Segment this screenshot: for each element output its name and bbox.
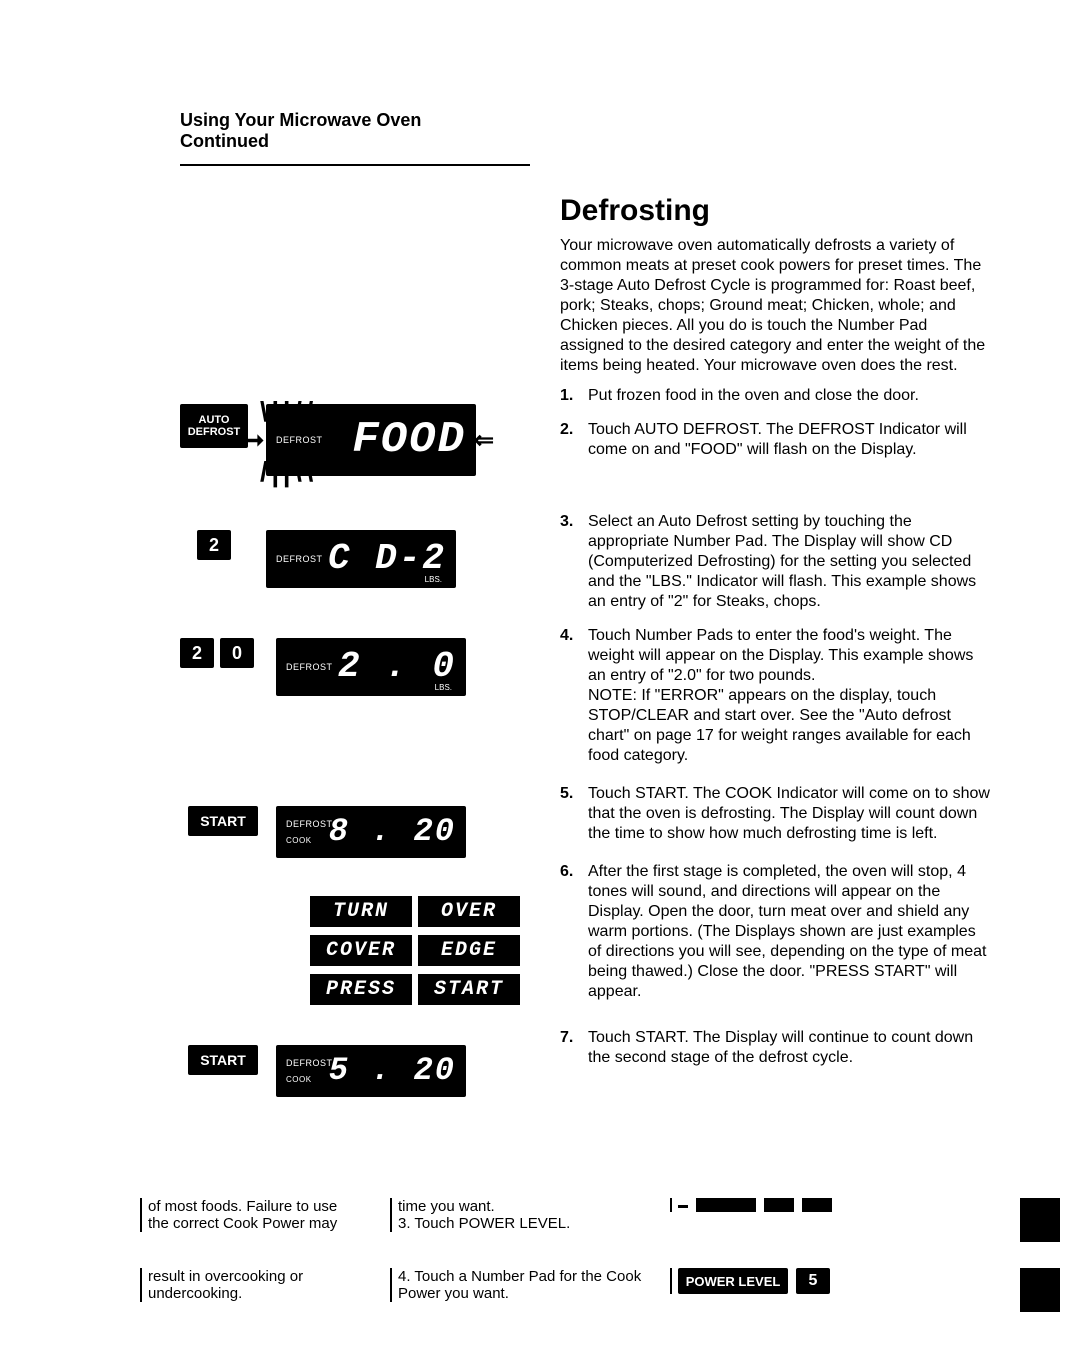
row-start-820: START DEFROST COOK 8 . 20 [180, 806, 530, 858]
directive-cover: COVER [310, 935, 412, 966]
power-level-button[interactable]: POWER LEVEL [678, 1268, 788, 1294]
frag-col-c1: ▬ [670, 1198, 1000, 1212]
row-start-520: START DEFROST COOK 5 . 20 [180, 1045, 530, 1097]
bottom-fragment: of most foods. Failure to use the correc… [140, 1192, 1060, 1312]
step-5: 5.Touch START. The COOK Indicator will c… [560, 784, 990, 844]
header-rule [180, 164, 530, 166]
auto-defrost-button[interactable]: AUTO DEFROST [180, 404, 248, 448]
display-label-cook-2: COOK [286, 1076, 324, 1084]
header-line-2: Continued [180, 131, 990, 152]
step-2-text: Touch AUTO DEFROST. The DEFROST Indicato… [588, 420, 990, 460]
step-4-text: Touch Number Pads to enter the food's we… [588, 626, 990, 766]
step-6-num: 6. [560, 862, 580, 1002]
illustration-column: AUTO DEFROST \ | | / / ➞ ⇐ / | | \ \ DEF… [180, 194, 530, 1117]
garble-bar-1 [696, 1198, 756, 1212]
step-3: 3.Select an Auto Defrost setting by touc… [560, 512, 990, 612]
page-header: Using Your Microwave Oven Continued [180, 110, 990, 166]
display-food: DEFROST FOOD [266, 404, 476, 476]
row-cd2: 2 DEFROST C D-2 LBS. [180, 530, 530, 588]
power-level-value: 5 [796, 1268, 830, 1294]
burst-marks-right: ⇐ [474, 426, 494, 455]
display-820: DEFROST COOK 8 . 20 [276, 806, 466, 858]
edge-black-2 [1020, 1268, 1060, 1312]
step-6: 6.After the first stage is completed, th… [560, 862, 990, 1002]
garble-bar-3 [802, 1198, 832, 1212]
directive-press: PRESS [310, 974, 412, 1005]
keypad-2b-button[interactable]: 2 [180, 638, 214, 668]
display-weight-digits: 2 . 0 [324, 649, 456, 685]
display-label-defrost: DEFROST [276, 436, 314, 445]
display-label-lbs-2: LBS. [435, 683, 452, 692]
step-4: 4.Touch Number Pads to enter the food's … [560, 626, 990, 766]
display-520-digits: 5 . 20 [324, 1055, 456, 1087]
display-cd2: DEFROST C D-2 LBS. [266, 530, 456, 588]
step-3-text: Select an Auto Defrost setting by touchi… [588, 512, 990, 612]
display-weight: DEFROST 2 . 0 LBS. [276, 638, 466, 696]
frag-col-a1: of most foods. Failure to use the correc… [140, 1198, 370, 1232]
step-2-num: 2. [560, 420, 580, 460]
step-1-num: 1. [560, 386, 580, 406]
display-label-defrost-4: DEFROST [286, 820, 324, 829]
step-6-text: After the first stage is completed, the … [588, 862, 990, 1002]
section-intro: Your microwave oven automatically defros… [560, 236, 990, 376]
frag-b1: time you want. [398, 1198, 650, 1215]
directive-over: OVER [418, 896, 520, 927]
display-food-digits: FOOD [314, 418, 466, 462]
keypad-2-button[interactable]: 2 [197, 530, 231, 560]
display-label-defrost-3: DEFROST [286, 663, 324, 672]
step-7-text: Touch START. The Display will continue t… [588, 1028, 990, 1068]
display-label-defrost-5: DEFROST [286, 1059, 324, 1068]
step-2: 2.Touch AUTO DEFROST. The DEFROST Indica… [560, 420, 990, 460]
text-column: Defrosting Your microwave oven automatic… [560, 194, 990, 1117]
display-label-cook-1: COOK [286, 837, 324, 845]
header-line-1: Using Your Microwave Oven [180, 110, 990, 131]
keypad-0-button[interactable]: 0 [220, 638, 254, 668]
step-4-num: 4. [560, 626, 580, 766]
frag-col-c2: POWER LEVEL 5 [670, 1268, 1000, 1294]
garble-bar-2 [764, 1198, 794, 1212]
frag-a3: result in overcooking or [148, 1268, 370, 1285]
display-cd2-digits: C D-2 [314, 541, 446, 577]
burst-marks-left: ➞ [244, 426, 264, 455]
garble-icon: ▬ [678, 1200, 688, 1211]
directive-displays: TURN OVER COVER EDGE PRESS START [310, 896, 520, 1005]
frag-col-b2: 4. Touch a Number Pad for the Cook Power… [390, 1268, 650, 1302]
directive-row-1: TURN OVER [310, 896, 520, 927]
display-520: DEFROST COOK 5 . 20 [276, 1045, 466, 1097]
frag-b2: 3. Touch POWER LEVEL. [398, 1215, 650, 1232]
step-5-text: Touch START. The COOK Indicator will com… [588, 784, 990, 844]
step-7-num: 7. [560, 1028, 580, 1068]
step-1-text: Put frozen food in the oven and close th… [588, 386, 990, 406]
auto-defrost-label-1: AUTO [199, 414, 230, 426]
section-title: Defrosting [560, 194, 990, 228]
directive-start: START [418, 974, 520, 1005]
directive-edge: EDGE [418, 935, 520, 966]
step-3-num: 3. [560, 512, 580, 612]
row-weight: 2 0 DEFROST 2 . 0 LBS. [180, 638, 530, 696]
display-820-digits: 8 . 20 [324, 816, 456, 848]
step-7: 7.Touch START. The Display will continue… [560, 1028, 990, 1068]
auto-defrost-label-2: DEFROST [188, 426, 241, 438]
steps-list: 1. Put frozen food in the oven and close … [560, 386, 990, 1068]
frag-a4: undercooking. [148, 1285, 370, 1302]
frag-a1: of most foods. Failure to use [148, 1198, 370, 1215]
step-1: 1. Put frozen food in the oven and close … [560, 386, 990, 406]
frag-col-a2: result in overcooking or undercooking. [140, 1268, 370, 1302]
frag-col-b1: time you want. 3. Touch POWER LEVEL. [390, 1198, 650, 1232]
frag-b3: 4. Touch a Number Pad for the Cook Power… [398, 1268, 650, 1302]
edge-black-1 [1020, 1198, 1060, 1242]
directive-turn: TURN [310, 896, 412, 927]
display-label-lbs-1: LBS. [425, 575, 442, 584]
display-food-burst: \ | | / / ➞ ⇐ / | | \ \ DEFROST FOOD [266, 404, 476, 476]
frag-a2: the correct Cook Power may [148, 1215, 370, 1232]
step-5-num: 5. [560, 784, 580, 844]
display-label-defrost-2: DEFROST [276, 555, 314, 564]
directive-row-3: PRESS START [310, 974, 520, 1005]
start-button-1[interactable]: START [188, 806, 258, 836]
row-auto-defrost: AUTO DEFROST \ | | / / ➞ ⇐ / | | \ \ DEF… [180, 404, 530, 476]
start-button-2[interactable]: START [188, 1045, 258, 1075]
directive-row-2: COVER EDGE [310, 935, 520, 966]
